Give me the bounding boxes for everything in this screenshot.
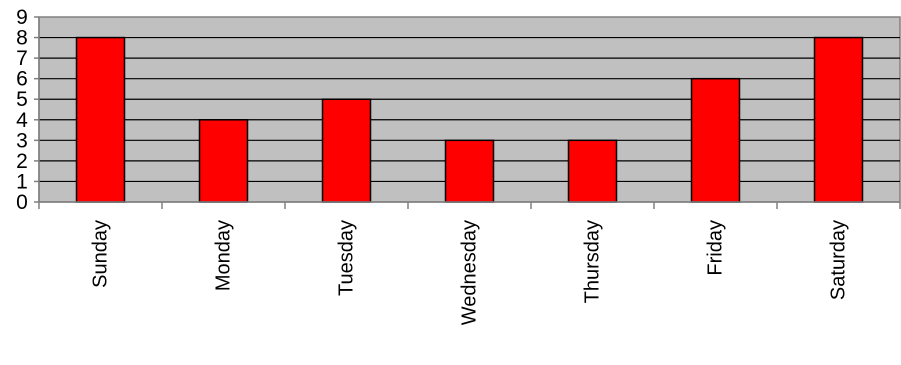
x-tick-label: Saturday: [828, 220, 850, 300]
bar-tuesday: [321, 98, 372, 203]
bar-sunday: [75, 36, 126, 203]
x-tick-label: Tuesday: [336, 220, 358, 296]
y-tick-label: 0: [16, 191, 28, 214]
y-tick-label: 2: [16, 150, 28, 173]
bars: [75, 36, 864, 203]
y-tick-label: 4: [16, 109, 28, 132]
bar-thursday: [567, 139, 618, 203]
y-tick-label: 1: [16, 170, 28, 193]
axes: [34, 16, 901, 209]
x-tick-label: Monday: [213, 220, 235, 291]
x-tick-labels: Sunday Monday Tuesday Wednesday Thursday Frid…: [90, 220, 850, 325]
y-tick-label: 6: [16, 68, 28, 91]
x-tick-label: Thursday: [582, 220, 604, 303]
y-tick-label: 3: [16, 129, 28, 152]
x-tick-label: Friday: [705, 220, 727, 276]
bar-monday: [198, 119, 249, 203]
bar-saturday: [813, 36, 864, 203]
y-tick-label: 5: [16, 88, 28, 111]
y-tick-label: 8: [16, 27, 28, 50]
bar-friday: [690, 77, 741, 203]
x-tick-label: Wednesday: [459, 220, 481, 325]
gridlines: [39, 36, 900, 183]
x-tick-label: Sunday: [90, 220, 112, 288]
y-tick-label: 7: [16, 47, 28, 70]
bar-wednesday: [444, 139, 495, 203]
y-tick-label: 9: [16, 6, 28, 29]
